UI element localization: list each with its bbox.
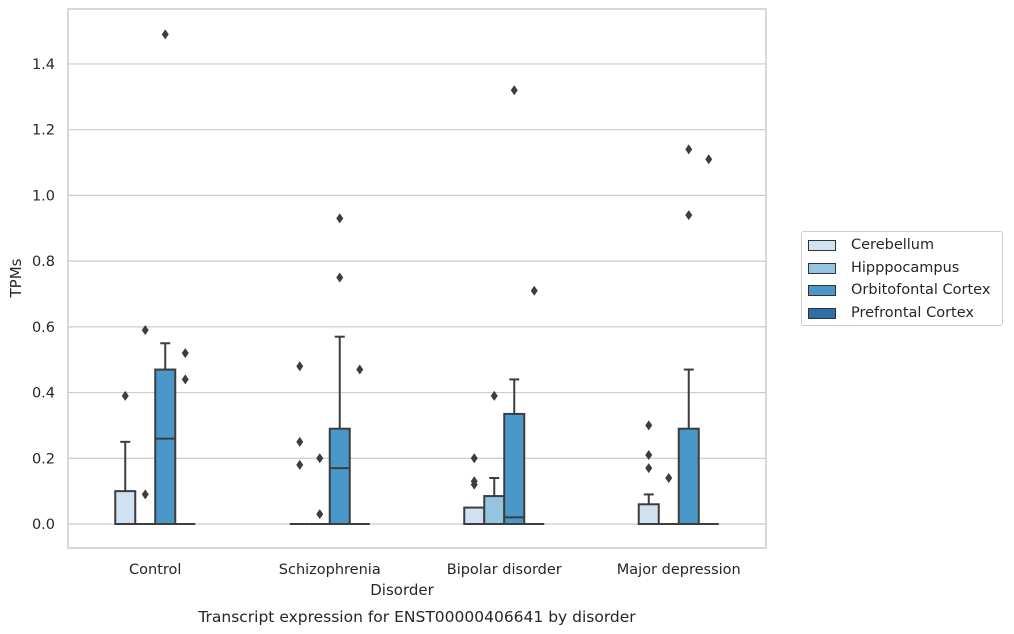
legend-swatch-prefrontal-cortex: [808, 307, 836, 319]
box-body: [328, 427, 351, 525]
box-cerebellum-schizophrenia: [289, 361, 310, 525]
legend-item-hippocampus: Hipppocampus: [808, 258, 959, 278]
outlier-point: [645, 420, 653, 431]
outlier-point: [316, 509, 324, 520]
outlier-point: [121, 390, 129, 401]
box-body: [154, 368, 177, 526]
legend: Cerebellum Hipppocampus Orbitofontal Cor…: [801, 231, 1003, 326]
y-tick-label-1: 0.2: [32, 451, 55, 467]
box-body: [677, 427, 700, 525]
outlier-point: [161, 29, 169, 40]
box-hipppocampus-bipolar-disorder: [483, 390, 506, 525]
legend-item-prefrontal-cortex: Prefrontal Cortex: [808, 303, 974, 323]
box-cerebellum-bipolar-disorder: [463, 453, 486, 526]
outlier-point: [685, 210, 693, 221]
legend-label-cerebellum: Cerebellum: [851, 237, 935, 253]
box-hipppocampus-schizophrenia: [309, 453, 330, 525]
outlier-point: [645, 449, 653, 460]
outlier-point: [530, 285, 538, 296]
legend-item-orbitofrontal-cortex: Orbitofontal Cortex: [808, 280, 990, 300]
box-orbitofontal-cortex-bipolar-disorder: [503, 85, 526, 526]
x-tick-label-schizophrenia: Schizophrenia: [279, 562, 381, 578]
box-body: [483, 495, 506, 525]
box-cerebellum-control: [114, 390, 137, 526]
y-tick-label-4: 0.8: [32, 254, 55, 270]
box-orbitofontal-cortex-major-depression: [677, 144, 700, 525]
box-orbitofontal-cortex-control: [154, 29, 177, 526]
box-series: [114, 29, 719, 526]
x-tick-label-bipolar-disorder: Bipolar disorder: [447, 562, 562, 578]
outlier-point: [181, 348, 189, 359]
y-tick-label-5: 1.0: [32, 188, 55, 204]
outlier-point: [296, 436, 304, 447]
outlier-point: [510, 85, 518, 96]
outlier-point: [296, 361, 304, 372]
legend-label-hippocampus: Hipppocampus: [851, 260, 960, 276]
outlier-point: [645, 463, 653, 474]
box-prefrontal-cortex-bipolar-disorder: [524, 285, 545, 525]
outlier-point: [141, 489, 149, 500]
chart-caption: Transcript expression for ENST0000040664…: [197, 608, 636, 626]
series-orbitofontal-cortex: [154, 29, 700, 526]
outlier-point: [336, 272, 344, 283]
x-tick-labels: Control Schizophrenia Bipolar disorder Majo…: [129, 562, 741, 578]
legend-swatch-cerebellum: [808, 239, 836, 251]
box-body: [503, 412, 526, 526]
outlier-point: [336, 213, 344, 224]
series-prefrontal-cortex: [175, 154, 719, 525]
y-tick-label-0: 0.0: [32, 517, 55, 533]
y-tick-label-6: 1.2: [32, 123, 55, 139]
y-tick-label-3: 0.6: [32, 320, 55, 336]
outlier-point: [470, 453, 478, 464]
outlier-point: [141, 325, 149, 336]
series-cerebellum: [114, 361, 660, 526]
outlier-point: [490, 390, 498, 401]
y-tick-label-2: 0.4: [32, 386, 55, 402]
box-body: [463, 506, 486, 526]
box-body: [637, 503, 660, 525]
box-hipppocampus-control: [135, 325, 156, 525]
x-tick-label-major-depression: Major depression: [617, 562, 741, 578]
box-prefrontal-cortex-control: [175, 348, 196, 525]
y-tick-label-7: 1.4: [32, 57, 55, 73]
outlier-point: [316, 453, 324, 464]
box-hipppocampus-major-depression: [658, 472, 679, 525]
legend-label-orbitofrontal-cortex: Orbitofontal Cortex: [851, 282, 991, 298]
box-cerebellum-major-depression: [637, 420, 660, 525]
outlier-point: [356, 364, 364, 375]
outlier-point: [705, 154, 713, 165]
legend-item-cerebellum: Cerebellum: [808, 235, 934, 255]
legend-label-prefrontal-cortex: Prefrontal Cortex: [851, 305, 974, 321]
x-axis-label: Disorder: [370, 581, 434, 599]
outlier-point: [685, 144, 693, 155]
legend-swatch-hippocampus: [808, 262, 836, 274]
y-tick-labels: 0.0 0.2 0.4 0.6 0.8 1.0 1.2 1.4: [32, 57, 55, 533]
box-prefrontal-cortex-major-depression: [698, 154, 719, 525]
box-orbitofontal-cortex-schizophrenia: [328, 213, 351, 525]
outlier-point: [665, 472, 673, 483]
box-body: [114, 490, 137, 526]
series-hipppocampus: [135, 325, 679, 525]
y-axis-label: TPMs: [7, 258, 25, 298]
legend-swatch-orbitofrontal-cortex: [808, 284, 836, 296]
outlier-point: [470, 479, 478, 490]
outlier-point: [181, 374, 189, 385]
outlier-point: [296, 459, 304, 470]
x-tick-label-control: Control: [129, 562, 181, 578]
box-prefrontal-cortex-schizophrenia: [349, 364, 370, 525]
